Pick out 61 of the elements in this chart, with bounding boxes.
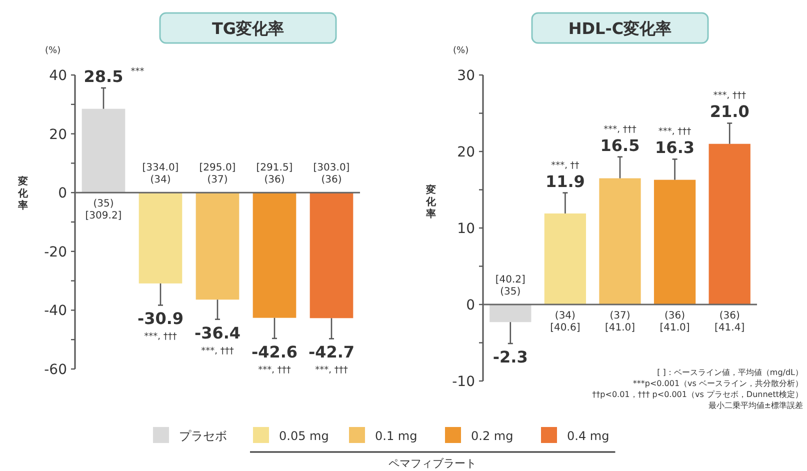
legend-title: ペマフィブラート [388,457,477,470]
text: (%) [45,46,61,56]
data-label: 28.5 [84,66,124,86]
chart-title: TG変化率 [212,19,284,38]
y-tick-label: 0 [58,186,67,202]
bar [599,178,641,304]
legend-label: 0.1 mg [375,429,418,443]
y-tick-label: 0 [466,298,475,314]
data-label: -36.4 [194,323,241,342]
data-label: -30.9 [137,309,184,328]
annotation: ***, †† [551,160,580,171]
y-tick-label: -60 [44,362,67,378]
annotation: [303.0] (36) [313,162,350,186]
y-tick-label: 30 [457,68,475,84]
data-label: 16.3 [655,138,695,158]
annotation: [40.2] (35) [495,274,526,298]
bar [708,144,750,304]
annotation: [334.0] (34) [142,162,179,186]
bar [490,304,532,322]
bar [654,180,696,304]
annotation: ***, ††† [315,366,348,376]
annotation: [ ]：ベースライン値，平均値（mg/dL） [657,368,803,377]
annotation: ***, ††† [658,127,692,138]
text: ††p<0.01，††† p<0.001（vs プラセボ，Dunnett検定） [592,390,803,399]
bar [544,213,586,304]
annotation: [291.5] (36) [256,162,293,186]
annotation: *** [130,66,145,77]
y-tick-label: -10 [452,374,475,390]
legend-label: 0.2 mg [471,429,514,443]
y-tick-label: -40 [44,303,67,320]
annotation: (36) [41.0] [660,310,690,334]
y-tick-label: 20 [457,144,475,160]
legend-label: 0.4 mg [567,429,610,443]
text: 最小二乗平均値±標準誤差 [708,401,803,410]
annotation: (34) [40.6] [550,310,580,334]
legend-label: 0.05 mg [279,429,329,443]
annotation: (36) [41.4] [714,310,745,334]
legend-label: プラセボ [179,429,227,443]
y-axis-title: 変化率 [17,176,29,212]
data-label: 11.9 [545,172,585,191]
y-tick-label: 20 [49,126,67,143]
data-label: -2.3 [492,348,528,367]
data-label: 21.0 [710,102,750,122]
y-tick-label: 40 [49,68,67,84]
annotation: ***, ††† [604,124,637,135]
text: (%) [453,46,469,56]
y-tick-label: 10 [457,221,475,237]
annotation: ***p<0.001（vs ベースライン，共分散分析） [632,379,803,388]
annotation: (35) [309.2] [85,198,122,222]
data-label: 16.5 [600,136,640,155]
y-axis-title: 変化率 [425,184,437,220]
data-label: -42.7 [308,342,355,362]
annotation: ***, ††† [258,365,292,376]
annotation: (37) [41.0] [604,310,636,334]
annotation: [295.0] (37) [199,162,236,186]
annotation: ***, ††† [713,91,746,102]
annotation: ***, ††† [201,346,234,356]
y-tick-label: -20 [44,244,67,260]
chart-title: HDL-C変化率 [568,19,672,38]
annotation: ***, ††† [144,332,178,342]
data-label: -42.6 [251,342,298,362]
